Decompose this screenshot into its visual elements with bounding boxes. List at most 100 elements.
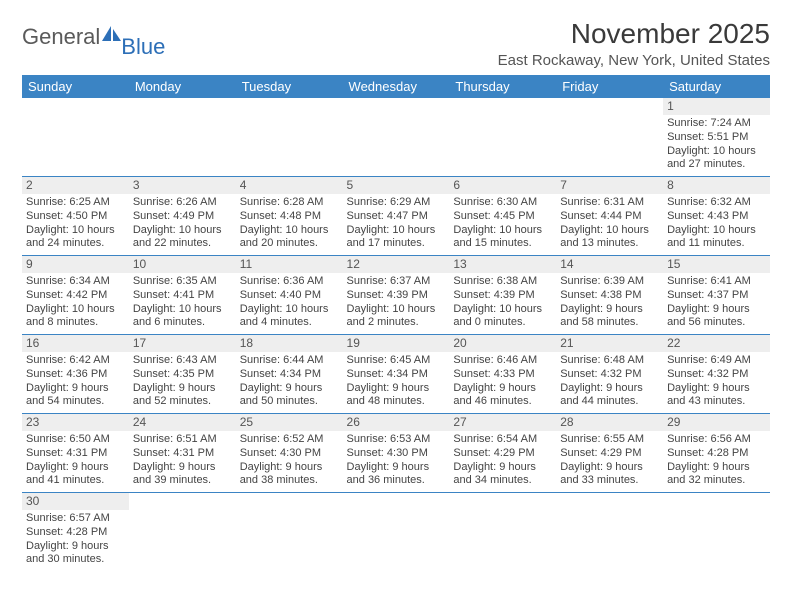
- calendar-day-cell: 24Sunrise: 6:51 AMSunset: 4:31 PMDayligh…: [129, 414, 236, 493]
- calendar-day-cell: 4 Sunrise: 6:28 AMSunset: 4:48 PMDaylight…: [236, 177, 343, 256]
- calendar-day-cell: 29Sunrise: 6:56 AMSunset: 4:28 PMDayligh…: [663, 414, 770, 493]
- day-number: 3: [129, 177, 236, 194]
- calendar-week-row: 30Sunrise: 6:57 AMSunset: 4:28 PMDayligh…: [22, 493, 770, 572]
- daylight-text: Daylight: 10 hours and 22 minutes.: [133, 224, 232, 252]
- daylight-text: Daylight: 9 hours and 43 minutes.: [667, 382, 766, 410]
- day-number: 21: [556, 335, 663, 352]
- weekday-header: Saturday: [663, 75, 770, 98]
- daylight-text: Daylight: 10 hours and 2 minutes.: [347, 303, 446, 331]
- page-header: General Blue November 2025 East Rockaway…: [22, 18, 770, 69]
- weekday-header: Sunday: [22, 75, 129, 98]
- sunrise-text: Sunrise: 6:41 AM: [667, 275, 766, 289]
- day-number: [129, 98, 236, 115]
- calendar-day-cell: 25Sunrise: 6:52 AMSunset: 4:30 PMDayligh…: [236, 414, 343, 493]
- daylight-text: Daylight: 10 hours and 27 minutes.: [667, 145, 766, 173]
- sunrise-text: Sunrise: 6:55 AM: [560, 433, 659, 447]
- daylight-text: Daylight: 9 hours and 54 minutes.: [26, 382, 125, 410]
- sunset-text: Sunset: 4:43 PM: [667, 210, 766, 224]
- sunset-text: Sunset: 4:41 PM: [133, 289, 232, 303]
- daylight-text: Daylight: 10 hours and 20 minutes.: [240, 224, 339, 252]
- sunset-text: Sunset: 4:48 PM: [240, 210, 339, 224]
- day-number: 4: [236, 177, 343, 194]
- day-number: 17: [129, 335, 236, 352]
- day-number: 12: [343, 256, 450, 273]
- sunrise-text: Sunrise: 6:50 AM: [26, 433, 125, 447]
- sunrise-text: Sunrise: 6:56 AM: [667, 433, 766, 447]
- day-number: [236, 493, 343, 510]
- sunset-text: Sunset: 4:36 PM: [26, 368, 125, 382]
- sunrise-text: Sunrise: 6:37 AM: [347, 275, 446, 289]
- calendar-day-cell: [449, 98, 556, 177]
- daylight-text: Daylight: 9 hours and 56 minutes.: [667, 303, 766, 331]
- daylight-text: Daylight: 10 hours and 15 minutes.: [453, 224, 552, 252]
- sunrise-text: Sunrise: 6:31 AM: [560, 196, 659, 210]
- calendar-day-cell: [343, 98, 450, 177]
- calendar-day-cell: 13Sunrise: 6:38 AMSunset: 4:39 PMDayligh…: [449, 256, 556, 335]
- day-number: 18: [236, 335, 343, 352]
- sunrise-text: Sunrise: 6:25 AM: [26, 196, 125, 210]
- sunset-text: Sunset: 4:47 PM: [347, 210, 446, 224]
- calendar-day-cell: 15Sunrise: 6:41 AMSunset: 4:37 PMDayligh…: [663, 256, 770, 335]
- daylight-text: Daylight: 9 hours and 48 minutes.: [347, 382, 446, 410]
- daylight-text: Daylight: 9 hours and 33 minutes.: [560, 461, 659, 489]
- sunrise-text: Sunrise: 6:29 AM: [347, 196, 446, 210]
- day-number: [663, 493, 770, 510]
- calendar-day-cell: 21Sunrise: 6:48 AMSunset: 4:32 PMDayligh…: [556, 335, 663, 414]
- day-number: [556, 98, 663, 115]
- calendar-day-cell: 7Sunrise: 6:31 AMSunset: 4:44 PMDaylight…: [556, 177, 663, 256]
- calendar-day-cell: [556, 98, 663, 177]
- day-number: [343, 493, 450, 510]
- sail-icon: [102, 22, 122, 48]
- day-number: 13: [449, 256, 556, 273]
- day-number: 25: [236, 414, 343, 431]
- day-number: [556, 493, 663, 510]
- sunrise-text: Sunrise: 7:24 AM: [667, 117, 766, 131]
- sunset-text: Sunset: 4:31 PM: [133, 447, 232, 461]
- sunrise-text: Sunrise: 6:32 AM: [667, 196, 766, 210]
- sunset-text: Sunset: 4:32 PM: [560, 368, 659, 382]
- calendar-day-cell: 16Sunrise: 6:42 AMSunset: 4:36 PMDayligh…: [22, 335, 129, 414]
- sunset-text: Sunset: 4:39 PM: [347, 289, 446, 303]
- calendar-day-cell: [129, 493, 236, 572]
- daylight-text: Daylight: 9 hours and 41 minutes.: [26, 461, 125, 489]
- calendar-day-cell: 19Sunrise: 6:45 AMSunset: 4:34 PMDayligh…: [343, 335, 450, 414]
- day-number: 24: [129, 414, 236, 431]
- weekday-header: Friday: [556, 75, 663, 98]
- day-number: [22, 98, 129, 115]
- day-number: 27: [449, 414, 556, 431]
- calendar-day-cell: 17Sunrise: 6:43 AMSunset: 4:35 PMDayligh…: [129, 335, 236, 414]
- calendar-day-cell: 10Sunrise: 6:35 AMSunset: 4:41 PMDayligh…: [129, 256, 236, 335]
- calendar-week-row: 23Sunrise: 6:50 AMSunset: 4:31 PMDayligh…: [22, 414, 770, 493]
- sunrise-text: Sunrise: 6:54 AM: [453, 433, 552, 447]
- day-number: 11: [236, 256, 343, 273]
- calendar-day-cell: 9Sunrise: 6:34 AMSunset: 4:42 PMDaylight…: [22, 256, 129, 335]
- day-number: 7: [556, 177, 663, 194]
- daylight-text: Daylight: 9 hours and 50 minutes.: [240, 382, 339, 410]
- daylight-text: Daylight: 10 hours and 4 minutes.: [240, 303, 339, 331]
- sunrise-text: Sunrise: 6:38 AM: [453, 275, 552, 289]
- sunset-text: Sunset: 4:29 PM: [453, 447, 552, 461]
- sunrise-text: Sunrise: 6:28 AM: [240, 196, 339, 210]
- calendar-week-row: 16Sunrise: 6:42 AMSunset: 4:36 PMDayligh…: [22, 335, 770, 414]
- location: East Rockaway, New York, United States: [498, 52, 770, 69]
- sunset-text: Sunset: 4:29 PM: [560, 447, 659, 461]
- sunrise-text: Sunrise: 6:49 AM: [667, 354, 766, 368]
- day-number: 23: [22, 414, 129, 431]
- sunrise-text: Sunrise: 6:48 AM: [560, 354, 659, 368]
- calendar-week-row: 2Sunrise: 6:25 AMSunset: 4:50 PMDaylight…: [22, 177, 770, 256]
- daylight-text: Daylight: 9 hours and 39 minutes.: [133, 461, 232, 489]
- day-number: 6: [449, 177, 556, 194]
- day-number: 29: [663, 414, 770, 431]
- day-number: 28: [556, 414, 663, 431]
- day-number: 9: [22, 256, 129, 273]
- daylight-text: Daylight: 9 hours and 58 minutes.: [560, 303, 659, 331]
- calendar-day-cell: [343, 493, 450, 572]
- sunrise-text: Sunrise: 6:52 AM: [240, 433, 339, 447]
- day-number: 8: [663, 177, 770, 194]
- weekday-header-row: Sunday Monday Tuesday Wednesday Thursday…: [22, 75, 770, 98]
- sunset-text: Sunset: 4:50 PM: [26, 210, 125, 224]
- sunset-text: Sunset: 4:30 PM: [347, 447, 446, 461]
- calendar-day-cell: 6Sunrise: 6:30 AMSunset: 4:45 PMDaylight…: [449, 177, 556, 256]
- sunset-text: Sunset: 4:30 PM: [240, 447, 339, 461]
- day-number: 5: [343, 177, 450, 194]
